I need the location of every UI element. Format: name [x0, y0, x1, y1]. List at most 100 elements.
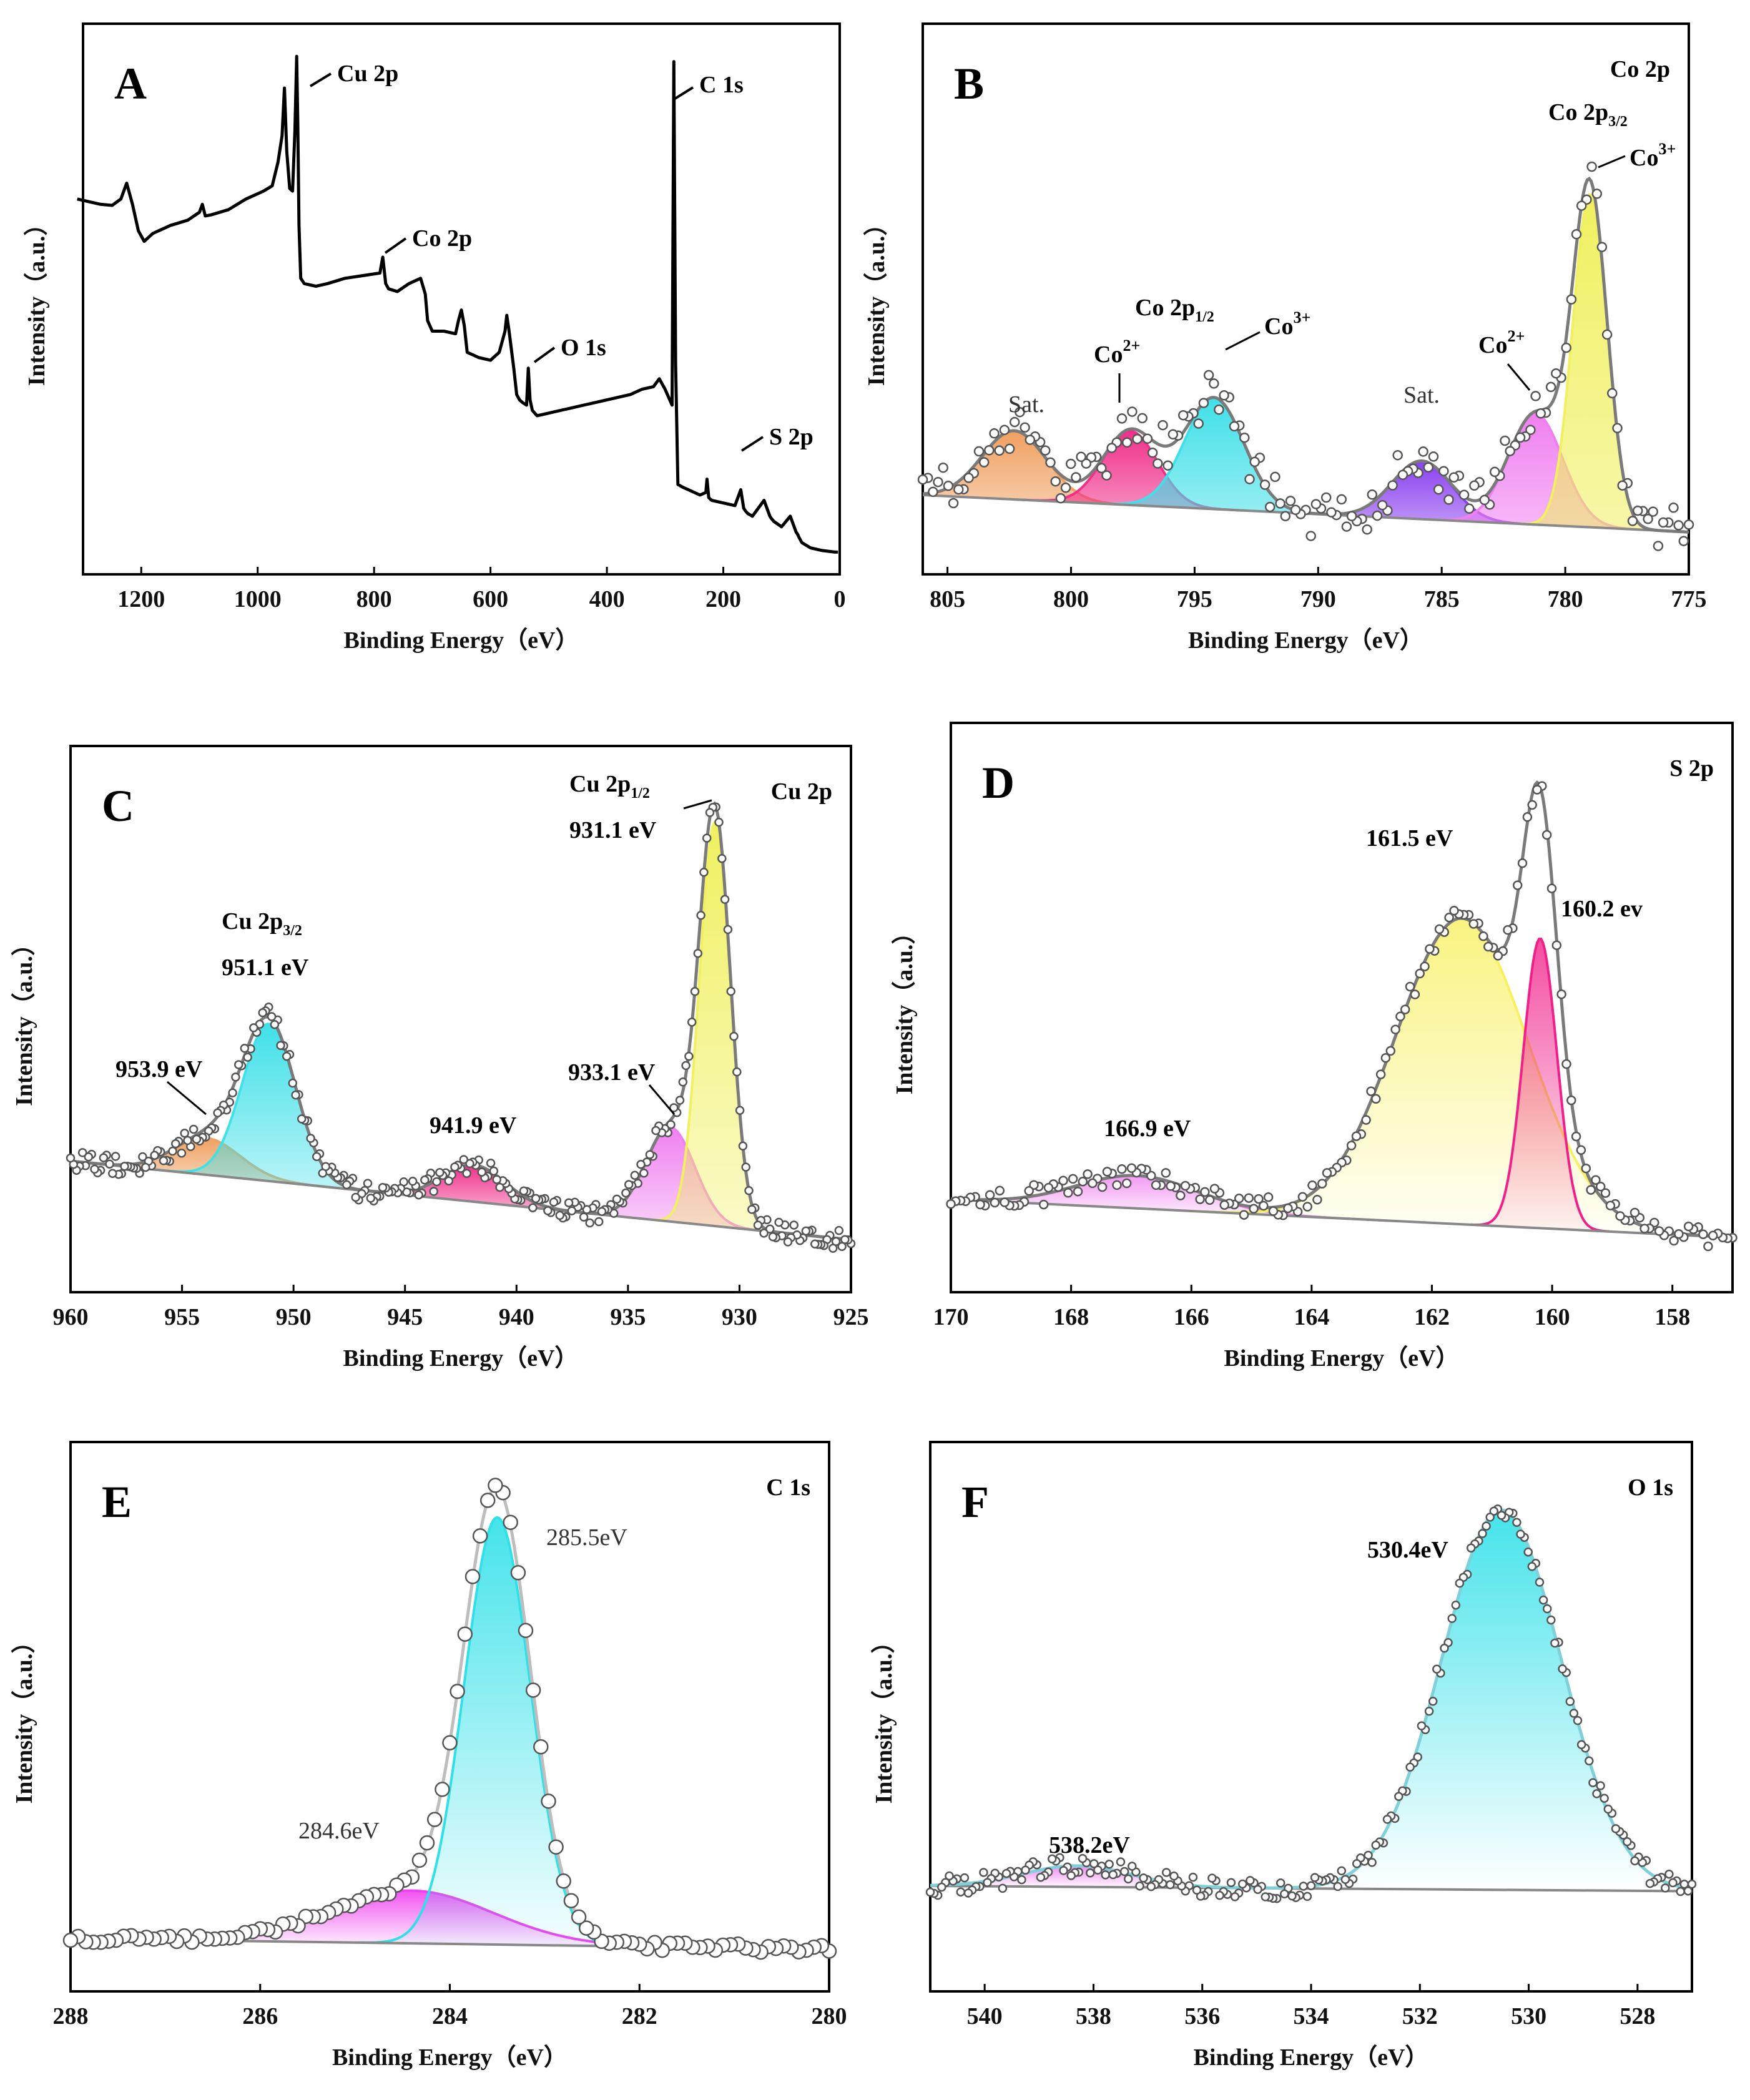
data-point [318, 1168, 328, 1178]
co2-label-right-main: Co [1478, 332, 1507, 358]
data-point [630, 1170, 640, 1180]
co-2p32-label-sub: 3/2 [1608, 114, 1628, 130]
data-point [582, 1205, 592, 1214]
data-point [192, 1134, 202, 1144]
data-point [678, 1077, 688, 1087]
panel-E: 288 286 284 282 280 Binding Energy（eV） Intensi… [11, 1441, 847, 2071]
data-point [564, 1198, 574, 1208]
data-point [1523, 1547, 1533, 1557]
plot-frame [922, 22, 1690, 576]
x-tick-label: 286 [242, 2003, 278, 2029]
data-point [465, 1569, 481, 1584]
co3-label-right: Co3+ [1630, 140, 1676, 171]
data-point [1428, 1697, 1438, 1706]
peak-leader-line [740, 436, 764, 452]
data-point [1341, 521, 1352, 532]
data-point [1009, 416, 1020, 428]
data-point [1478, 931, 1488, 941]
peak-energy-label: 933.1 eV [568, 1059, 656, 1086]
data-point [1527, 800, 1537, 810]
x-tick-label: 925 [833, 1304, 869, 1330]
data-point [1394, 1792, 1403, 1802]
data-point [1630, 1856, 1639, 1866]
data-point [1270, 471, 1281, 483]
data-point [105, 1159, 114, 1169]
data-point [1478, 1529, 1487, 1538]
x-tick-label: 795 [1177, 586, 1212, 612]
data-point [578, 1920, 594, 1936]
data-point [960, 1873, 970, 1883]
data-point [639, 1168, 649, 1178]
data-point [1423, 462, 1434, 473]
data-point [459, 1155, 469, 1164]
data-point [1161, 1868, 1171, 1877]
data-point [645, 1150, 655, 1159]
component-fill [1016, 431, 1243, 511]
data-point [1001, 1868, 1011, 1878]
data-point [1588, 1778, 1598, 1787]
data-point [1280, 1889, 1289, 1899]
data-point [457, 1626, 473, 1642]
data-point [66, 1153, 76, 1163]
data-point [1601, 329, 1613, 340]
data-point [1104, 1860, 1114, 1869]
data-point [714, 817, 724, 827]
data-point [979, 1868, 988, 1877]
data-point [1558, 1664, 1567, 1674]
data-point [525, 1682, 541, 1698]
data-point [1312, 1195, 1322, 1205]
data-point [1065, 458, 1076, 469]
data-point [1192, 1885, 1202, 1895]
data-point [531, 1194, 541, 1204]
data-point [1630, 1207, 1640, 1218]
peak-leader-line [672, 86, 694, 101]
x-tick-label: 955 [164, 1304, 200, 1330]
data-point [1522, 812, 1533, 822]
data-point [1565, 1697, 1575, 1706]
co2-label-left: Co2+ [1094, 336, 1140, 368]
data-point [1249, 1204, 1259, 1214]
data-point [1073, 1186, 1083, 1197]
data-point [528, 1203, 538, 1212]
data-point [276, 1041, 285, 1050]
data-point [837, 1242, 847, 1252]
data-point [1276, 1878, 1285, 1888]
data-point [1643, 514, 1653, 524]
data-point [1317, 1179, 1327, 1189]
data-point [1500, 435, 1510, 446]
data-point [938, 462, 948, 473]
co-2p32-label: Co 2p3/2 [1548, 99, 1628, 130]
peak-energy-label: 160.2 ev [1561, 896, 1643, 922]
data-point [363, 1179, 373, 1188]
data-point [1047, 1854, 1057, 1864]
data-point [1280, 511, 1291, 522]
data-point [288, 1078, 298, 1088]
data-point [1546, 883, 1557, 893]
data-point [1337, 1866, 1347, 1876]
x-tick-label: 930 [722, 1304, 757, 1330]
data-point [1106, 443, 1117, 453]
data-point [351, 1192, 360, 1202]
sat-label: Sat. [1008, 391, 1045, 418]
data-point [120, 1162, 129, 1171]
data-point [1352, 1859, 1362, 1868]
data-point [1639, 1224, 1649, 1234]
data-point [945, 1871, 954, 1881]
data-point [563, 1893, 579, 1908]
data-point [1268, 1206, 1279, 1216]
data-point [1219, 1200, 1229, 1210]
co2-label-left-main: Co [1094, 341, 1123, 368]
data-point [1153, 458, 1163, 469]
data-point [183, 1136, 192, 1146]
data-point [435, 1782, 450, 1797]
data-point [1497, 1511, 1507, 1520]
data-point [1603, 1804, 1613, 1814]
data-point [1433, 484, 1444, 495]
data-point [1535, 408, 1546, 419]
data-point [1060, 483, 1071, 493]
data-point [1038, 1199, 1049, 1210]
panel-letter: E [102, 1477, 132, 1527]
cu-2p12-label: Cu 2p1/2 [569, 771, 650, 802]
data-point [699, 867, 709, 877]
component-fill [1091, 398, 1339, 516]
